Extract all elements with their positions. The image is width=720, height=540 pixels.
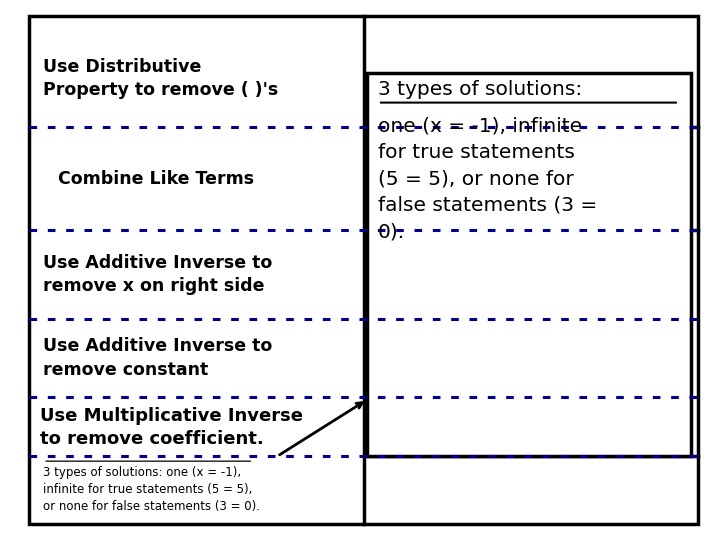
Text: 3 types of solutions:: 3 types of solutions: [378, 79, 582, 99]
Text: Use Multiplicative Inverse
to remove coefficient.: Use Multiplicative Inverse to remove coe… [40, 407, 302, 449]
Text: Use Additive Inverse to
remove constant: Use Additive Inverse to remove constant [43, 337, 272, 379]
Text: 3 types of solutions: one (x = -1),
infinite for true statements (5 = 5),
or non: 3 types of solutions: one (x = -1), infi… [43, 465, 260, 513]
Bar [367, 73, 691, 456]
Text: Use Distributive
Property to remove ( )'s: Use Distributive Property to remove ( )'… [43, 57, 279, 99]
Text: Combine Like Terms: Combine Like Terms [58, 170, 253, 188]
Text: one (x = -1), infinite
for true statements
(5 = 5), or none for
false statements: one (x = -1), infinite for true statemen… [378, 116, 598, 241]
Text: Use Additive Inverse to
remove x on right side: Use Additive Inverse to remove x on righ… [43, 253, 272, 295]
